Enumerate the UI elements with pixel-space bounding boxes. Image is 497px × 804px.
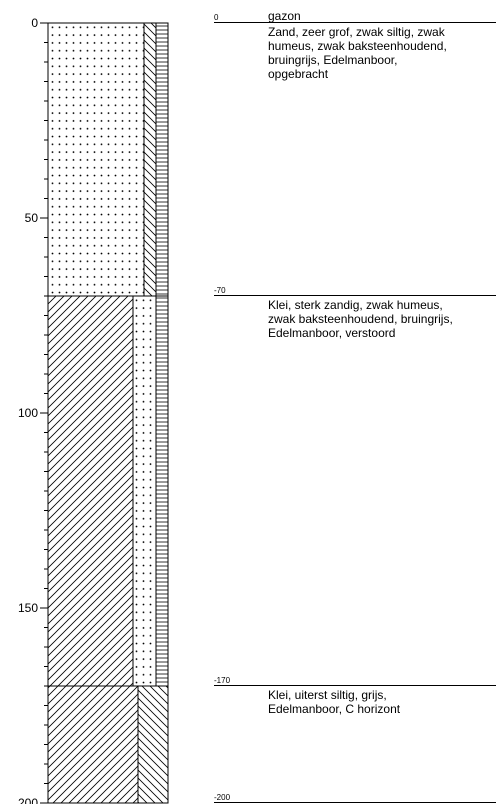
layer-top-depth-label: 0 <box>214 13 219 22</box>
depth-tick-label: 100 <box>18 406 38 420</box>
layer-description-line: zwak baksteenhoudend, bruingrijs, <box>268 312 453 326</box>
depth-axis: 0 50 100 150 200 <box>18 16 49 804</box>
layer-2-dots-band <box>132 295 157 687</box>
depth-tick-label: 50 <box>25 211 39 225</box>
soil-layers <box>47 22 169 804</box>
layer-1-horizontal-band <box>155 22 169 297</box>
depth-tick-label: 0 <box>31 16 38 30</box>
layer-1-diag-back-band <box>143 22 157 297</box>
layer-title: gazon <box>268 9 301 23</box>
layer-3-diag-fwd-band <box>47 685 139 804</box>
layer-description-line: Klei, sterk zandig, zwak humeus, <box>268 298 443 312</box>
bottom-boundary-line <box>214 802 496 803</box>
layer-description: Klei, sterk zandig, zwak humeus, zwak bak… <box>268 298 497 340</box>
layer-3-diag-back-band <box>137 685 169 804</box>
layer-2-diag-fwd-band <box>47 295 134 687</box>
layer-boundary-line <box>214 22 496 23</box>
layer-description: Zand, zeer grof, zwak siltig, zwak humeus… <box>268 25 497 81</box>
layer-top-depth-label: -170 <box>214 676 231 685</box>
layer-description: Klei, uiterst siltig, grijs, Edelmanboor,… <box>268 688 497 716</box>
layer-description-line: Klei, uiterst siltig, grijs, <box>268 688 387 702</box>
depth-tick-label: 150 <box>18 601 38 615</box>
layer-top-depth-label: -70 <box>214 286 226 295</box>
layer-description-line: opgebracht <box>268 67 329 81</box>
depth-tick-label: 200 <box>18 796 38 804</box>
layer-boundary-line <box>214 295 496 296</box>
layer-description-line: humeus, zwak baksteenhoudend, <box>268 39 447 53</box>
bottom-depth-label: -200 <box>214 793 231 802</box>
layer-2-horizontal-band <box>155 295 169 687</box>
layer-description-line: Edelmanboor, C horizont <box>268 702 401 716</box>
layer-description-line: bruingrijs, Edelmanboor, <box>268 53 398 67</box>
layer-boundary-line <box>214 685 496 686</box>
layer-description-line: Edelmanboor, verstoord <box>268 326 396 340</box>
layer-1-dots-band <box>47 22 145 297</box>
layer-description-line: Zand, zeer grof, zwak siltig, zwak <box>268 25 445 39</box>
